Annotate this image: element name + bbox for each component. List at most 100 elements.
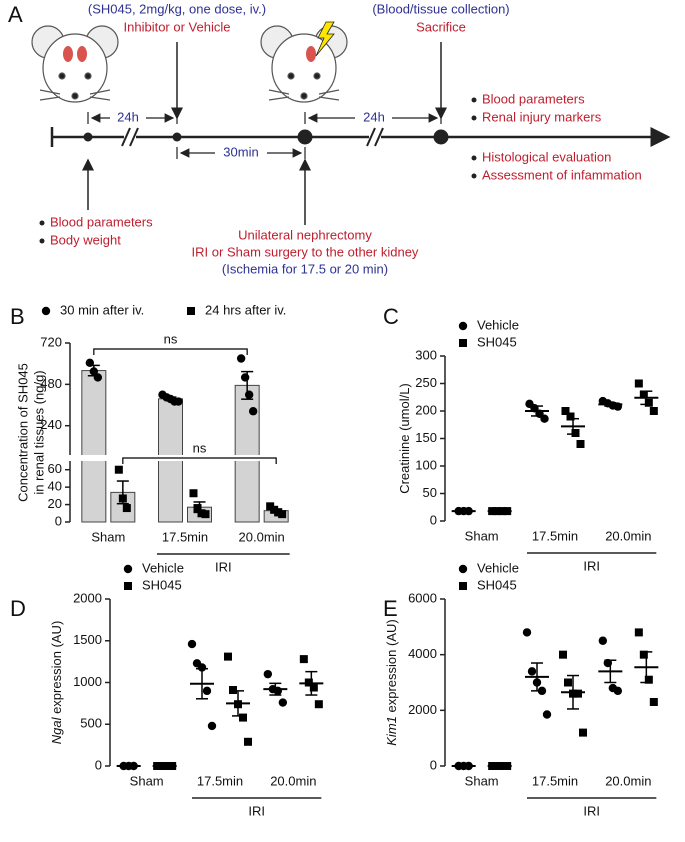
endpoint: Histological evaluation — [482, 149, 611, 164]
panel-label: C — [383, 304, 399, 329]
data-point — [542, 710, 552, 719]
data-point — [634, 628, 643, 637]
measure: Blood parameters — [50, 214, 153, 229]
endpoint: Blood parameters — [482, 91, 585, 106]
data-point — [168, 762, 177, 770]
data-point — [236, 354, 246, 363]
timeline — [50, 127, 671, 147]
data-point — [114, 465, 123, 474]
bar — [234, 384, 260, 523]
y-tick-label: 300 — [415, 347, 437, 362]
y-tick-label: 480 — [40, 376, 62, 391]
group-label: IRI — [215, 559, 232, 574]
data-point — [85, 358, 95, 368]
x-tick-label: Sham — [130, 773, 164, 788]
data-point — [613, 686, 623, 696]
data-point — [202, 686, 212, 696]
surgery: IRI or Sham surgery to the other kidney — [192, 244, 419, 259]
data-point — [598, 636, 608, 645]
y-tick-label: 2000 — [73, 590, 102, 605]
data-point — [493, 762, 502, 770]
timepoint — [83, 129, 449, 145]
measure: Body weight — [50, 232, 121, 247]
y-tick-label: 250 — [415, 375, 437, 390]
data-point — [234, 700, 242, 709]
event-arrow — [82, 42, 447, 225]
data-point — [464, 761, 473, 771]
y-axis-title-text: expression (AU) — [384, 619, 399, 712]
data-point — [224, 652, 232, 661]
y-tick-label: 0 — [95, 757, 102, 772]
data-point — [129, 761, 138, 771]
legend-marker — [458, 321, 468, 331]
y-axis-title-text: expression (AU) — [49, 621, 64, 714]
x-tick-label: Sham — [465, 528, 499, 543]
panel-label: A — [8, 2, 23, 27]
x-tick-label: 17.5min — [162, 529, 208, 544]
legend-label: SH045 — [142, 577, 182, 592]
data-point — [639, 390, 648, 399]
legend-label: Vehicle — [477, 317, 519, 332]
data-point — [639, 650, 648, 659]
mouse-icon — [31, 25, 119, 103]
legend-marker — [459, 339, 467, 347]
legend-label: SH045 — [477, 577, 517, 592]
legend-label: SH045 — [477, 334, 517, 349]
legend-marker — [458, 564, 468, 574]
y-tick-label: 150 — [415, 430, 437, 445]
data-point — [574, 689, 582, 698]
data-point — [503, 507, 512, 516]
data-point — [174, 397, 183, 406]
data-point — [153, 762, 162, 770]
x-tick-label: Sham — [91, 529, 125, 544]
x-tick-label: Sham — [465, 773, 499, 788]
data-point — [569, 689, 577, 698]
data-point — [571, 429, 580, 437]
x-tick-label: 17.5min — [532, 528, 578, 543]
y-axis-title: Creatinine (umol/L) — [397, 383, 412, 494]
data-point — [158, 762, 167, 770]
y-tick-label: 0 — [430, 512, 437, 527]
data-point — [488, 507, 497, 516]
endpoint: Assessment of infammation — [482, 167, 642, 182]
legend-marker — [123, 564, 133, 574]
data-point — [564, 678, 572, 687]
y-tick-label: 200 — [415, 402, 437, 417]
data-point — [561, 407, 570, 415]
x-tick-label: 20.0min — [270, 773, 316, 788]
data-point — [644, 675, 653, 684]
data-point — [193, 504, 202, 513]
y-axis-title-text: Creatinine (umol/L) — [397, 383, 412, 494]
y-tick-label: 100 — [415, 457, 437, 472]
data-point — [187, 639, 197, 649]
y-tick-label: 0 — [55, 513, 62, 528]
y-tick-label: 6000 — [408, 590, 437, 605]
legend-label: Vehicle — [142, 560, 184, 575]
y-tick-label: 1500 — [73, 632, 102, 647]
timeline-break — [121, 127, 384, 147]
collection-event: Sacrifice — [416, 19, 466, 34]
x-tick-label: 20.0min — [605, 528, 651, 543]
data-point — [498, 762, 507, 770]
data-point — [634, 379, 643, 388]
data-point — [248, 407, 258, 416]
data-point — [464, 506, 473, 516]
data-point — [244, 737, 252, 746]
interval-label: 24h — [117, 109, 139, 124]
significance-bracket — [122, 457, 277, 464]
significance-label: ns — [164, 331, 178, 346]
y-tick-label: 2000 — [408, 702, 437, 717]
interval-label: 30min — [223, 144, 258, 159]
data-point — [273, 686, 283, 696]
data-point — [493, 507, 502, 516]
data-point — [299, 655, 308, 664]
group-label: IRI — [583, 558, 600, 573]
data-point — [304, 678, 313, 687]
data-point — [278, 510, 287, 519]
surgery: Unilateral nephrectomy — [238, 227, 372, 242]
legend-marker — [187, 307, 195, 315]
data-point — [314, 700, 323, 709]
data-point — [579, 728, 587, 737]
legend-marker — [124, 582, 132, 590]
y-axis-title: Ngal expression (AU) — [49, 621, 64, 745]
